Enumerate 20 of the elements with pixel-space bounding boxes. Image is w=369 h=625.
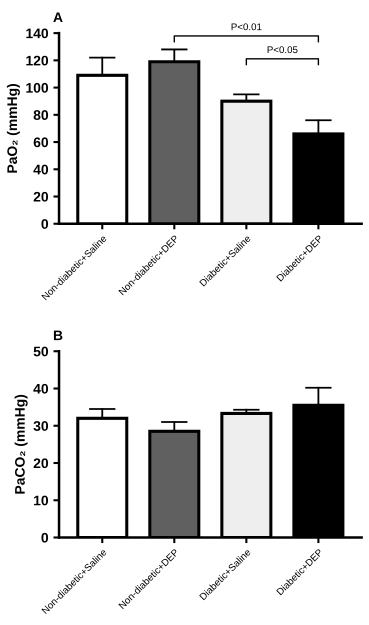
- y-tick-label: 30: [33, 421, 48, 431]
- y-axis-title: PaO₂ (mmHg): [6, 84, 20, 173]
- y-tick-label: 20: [34, 458, 48, 468]
- y-tick-label: 60: [34, 137, 48, 148]
- y-tick-label: 10: [34, 496, 48, 506]
- annotation: P<0.05: [268, 46, 298, 54]
- y-tick-label: 0: [41, 532, 48, 543]
- chart-title: B: [54, 330, 62, 340]
- y-tick-label: 20: [34, 192, 48, 202]
- y-axis-title: PaCO₂ (mmHg): [14, 394, 28, 494]
- y-tick-label: 40: [33, 164, 48, 174]
- y-tick-label: 100: [26, 82, 48, 93]
- chart-title: A: [53, 12, 63, 22]
- y-tick-label: 140: [26, 28, 48, 38]
- y-tick-label: 120: [26, 56, 48, 66]
- text: P<0.01: [232, 23, 262, 30]
- y-tick-label: 0: [41, 219, 48, 229]
- y-tick-label: 40: [33, 384, 48, 394]
- y-tick-label: 50: [34, 346, 48, 356]
- y-tick-label: 80: [34, 110, 48, 120]
